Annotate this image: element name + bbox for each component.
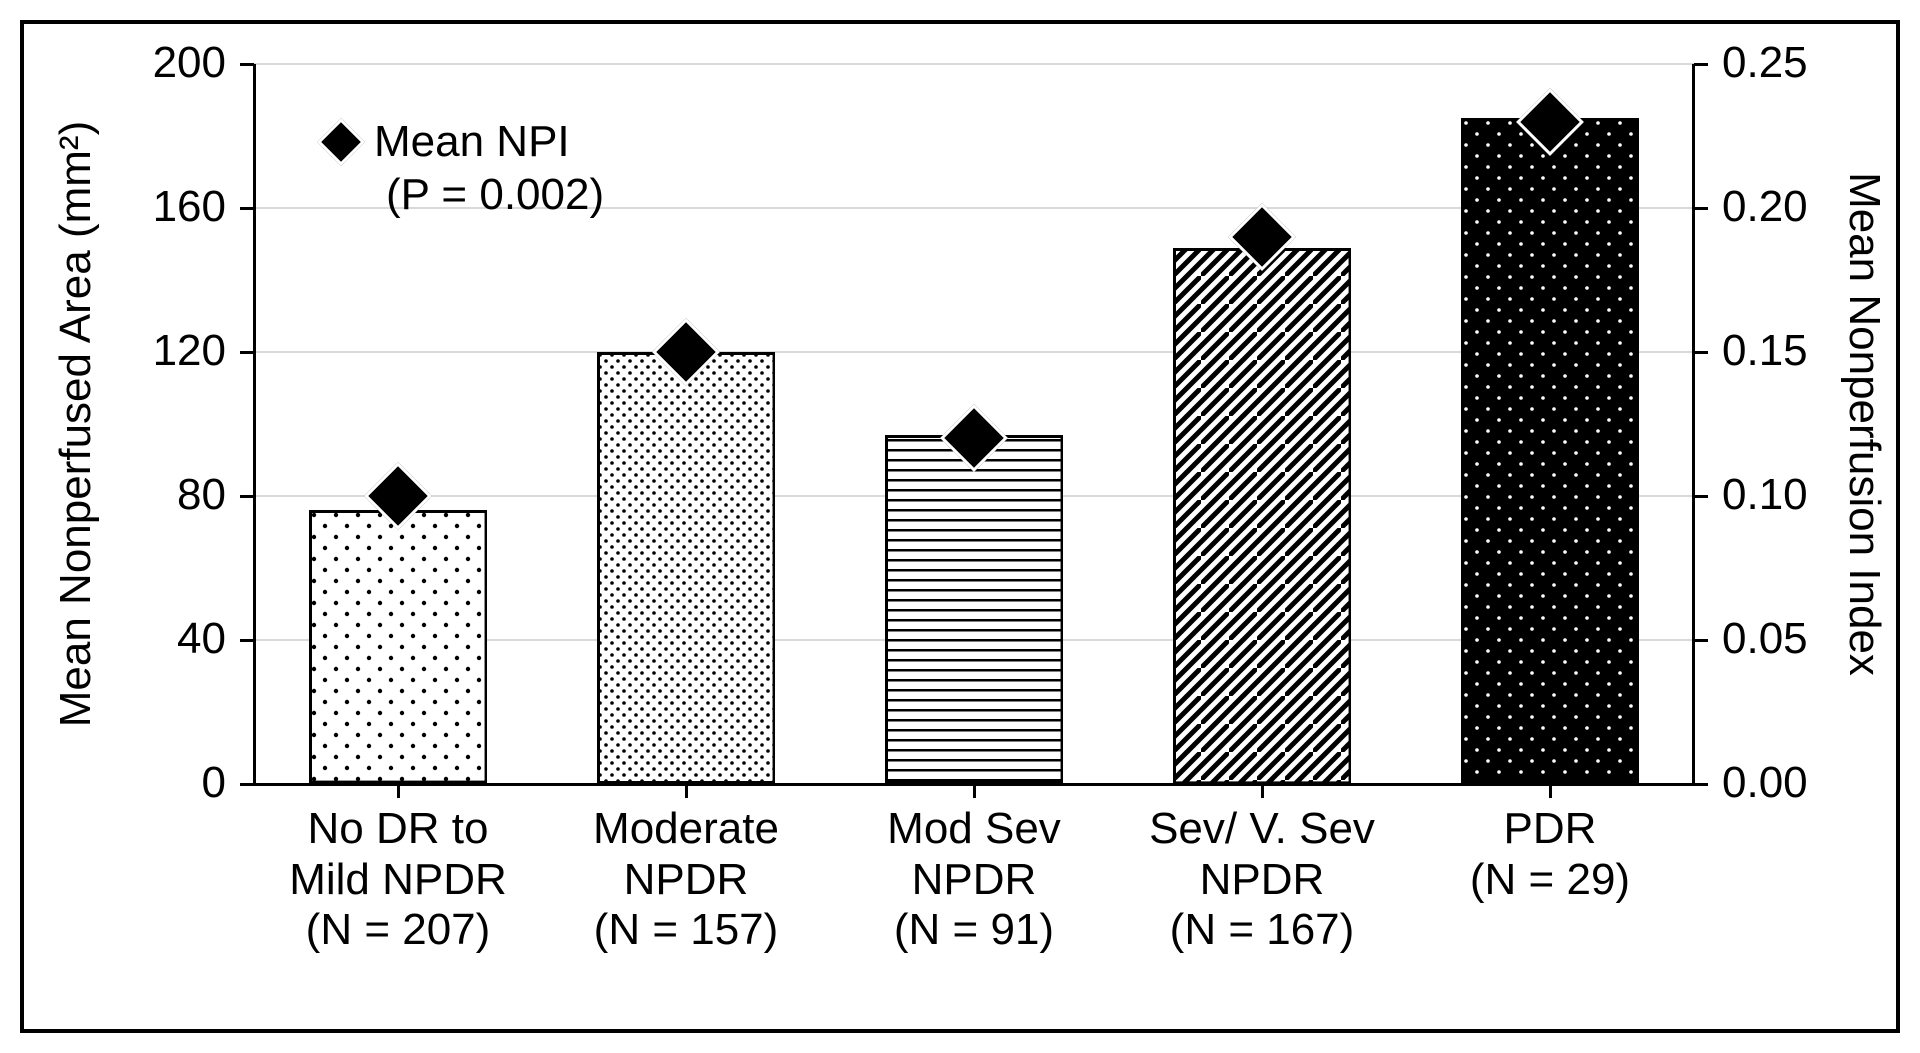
y-right-tick: 0.25 [1722,38,1808,88]
tick-mark [973,784,976,798]
tick-mark [240,63,254,66]
x-category-label: Sev/ V. SevNPDR(N = 167) [1118,804,1406,956]
y-left-tick: 80 [24,470,226,520]
tick-mark [1694,207,1708,210]
bar [1173,248,1352,784]
x-category-label-line: Mod Sev [830,804,1118,855]
x-category-label-line: PDR [1406,804,1694,855]
y-right-tick: 0.00 [1722,758,1808,808]
y-axis-right-label: Mean Nonperfusion Index [1839,172,1889,676]
x-category-label-line: Sev/ V. Sev [1118,804,1406,855]
tick-mark [1261,784,1264,798]
diamond-icon [317,118,365,166]
chart-frame: Mean Nonperfused Area (mm²) Mean Nonperf… [20,20,1900,1033]
x-category-label: Mod SevNPDR(N = 91) [830,804,1118,956]
bar [309,510,488,784]
x-category-label-line: (N = 207) [254,905,542,956]
y-right-tick: 0.15 [1722,326,1808,376]
legend-label: Mean NPI [374,116,570,169]
tick-mark [1694,63,1708,66]
x-category-label-line: Moderate [542,804,830,855]
tick-mark [240,639,254,642]
bar [597,352,776,784]
y-left-tick: 120 [24,326,226,376]
y-right-tick: 0.05 [1722,614,1808,664]
y-left-tick: 160 [24,182,226,232]
y-right-tick: 0.10 [1722,470,1808,520]
y-left-tick: 40 [24,614,226,664]
tick-mark [240,783,254,786]
tick-mark [397,784,400,798]
tick-mark [685,784,688,798]
x-category-label-line: NPDR [542,855,830,906]
tick-mark [1694,351,1708,354]
tick-mark [1694,783,1708,786]
axis-line [253,64,256,784]
x-category-label-line: (N = 167) [1118,905,1406,956]
tick-mark [1694,495,1708,498]
y-right-tick: 0.20 [1722,182,1808,232]
y-left-tick: 0 [24,758,226,808]
x-category-label-line: No DR to [254,804,542,855]
x-category-label-line: NPDR [830,855,1118,906]
x-category-label: No DR toMild NPDR(N = 207) [254,804,542,956]
tick-mark [240,351,254,354]
x-category-label-line: (N = 157) [542,905,830,956]
legend: Mean NPI (P = 0.002) [324,116,604,222]
tick-mark [240,495,254,498]
x-category-label-line: (N = 29) [1406,855,1694,906]
tick-mark [1549,784,1552,798]
x-category-label-line: (N = 91) [830,905,1118,956]
legend-p-value: (P = 0.002) [324,169,604,222]
x-category-label-line: Mild NPDR [254,855,542,906]
gridline [254,63,1694,65]
bar [885,435,1064,784]
tick-mark [1694,639,1708,642]
axis-line [1692,64,1695,784]
x-category-label-line: NPDR [1118,855,1406,906]
x-category-label: ModerateNPDR(N = 157) [542,804,830,956]
tick-mark [240,207,254,210]
y-left-tick: 200 [24,38,226,88]
bar [1461,118,1640,784]
x-category-label: PDR(N = 29) [1406,804,1694,905]
